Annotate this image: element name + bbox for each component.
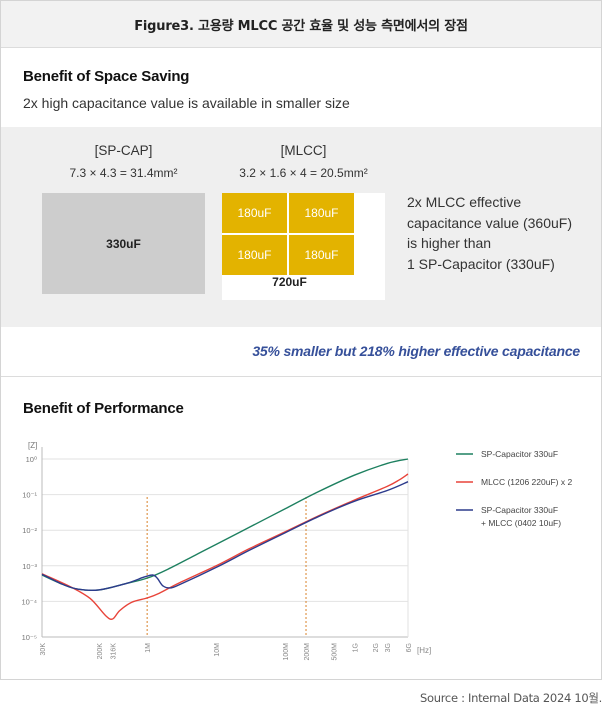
x-tick-label: 10M: [214, 643, 221, 657]
figure-frame: Figure3. 고용량 MLCC 공간 효율 및 성능 측면에서의 장점 Be…: [0, 0, 602, 680]
series-line-2: [41, 481, 409, 592]
impedance-chart: 10⁰ 10⁻¹ 10⁻² 10⁻³ 10⁻⁴ 10⁻⁵ [Z] 30K 200K 316K 1M 1…: [21, 441, 572, 661]
sp-cap-dimensions: 7.3 × 4.3 = 31.4mm²: [69, 166, 178, 180]
space-saving-subtitle: 2x high capacitance value is available i…: [23, 95, 350, 111]
space-saving-title: Benefit of Space Saving: [23, 68, 190, 85]
legend-label: MLCC (1206 220uF) x 2: [481, 477, 572, 487]
description-line: 2x MLCC effective: [407, 194, 522, 210]
x-axis-unit: [Hz]: [417, 646, 431, 655]
mlcc-block: 180uF 180uF 180uF 180uF 720uF: [222, 193, 385, 300]
x-tick-label: 100M: [283, 643, 290, 661]
figure-title: Figure3. 고용량 MLCC 공간 효율 및 성능 측면에서의 장점: [134, 18, 468, 34]
x-tick-label: 3G: [385, 643, 392, 652]
x-tick-label: 6G: [406, 643, 413, 652]
sp-cap-block: 330uF: [42, 193, 205, 294]
series-line-1: [41, 473, 409, 620]
description-line: capacitance value (360uF): [407, 214, 572, 231]
performance-title: Benefit of Performance: [23, 400, 184, 417]
mlcc-cell: 180uF: [289, 235, 354, 275]
x-tick-label: 1M: [145, 643, 152, 653]
series-line-0: [41, 458, 409, 592]
x-tick-label: 1G: [352, 643, 359, 652]
y-tick-label: 10⁻²: [22, 526, 37, 535]
y-tick-label: 10⁻⁴: [21, 597, 37, 606]
source-note: Source : Internal Data 2024 10월.: [420, 691, 602, 705]
figure-header: Figure3. 고용량 MLCC 공간 효율 및 성능 측면에서의 장점: [1, 1, 601, 48]
y-tick-label: 10⁻¹: [22, 491, 37, 500]
description-line: is higher than: [407, 235, 492, 251]
mlcc-label: [MLCC]: [280, 143, 327, 158]
mlcc-cell: 180uF: [222, 193, 287, 233]
x-tick-label: 30K: [40, 643, 47, 656]
x-tick-label: 2G: [373, 643, 380, 652]
mlcc-cell: 180uF: [222, 235, 287, 275]
y-axis-unit: [Z]: [28, 441, 37, 450]
highlight-text: 35% smaller but 218% higher effective ca…: [252, 343, 580, 359]
x-tick-label: 316K: [111, 643, 118, 660]
mlcc-cell: 180uF: [289, 193, 354, 233]
legend-label: SP-Capacitor 330uF: [481, 505, 558, 515]
x-tick-label: 200K: [97, 643, 104, 660]
y-tick-label: 10⁰: [26, 455, 37, 464]
highlight-banner: 35% smaller but 218% higher effective ca…: [1, 327, 601, 377]
x-tick-label: 200M: [304, 643, 311, 661]
sp-cap-value: 330uF: [106, 236, 141, 251]
legend-label: + MLCC (0402 10uF): [481, 518, 561, 528]
mlcc-dimensions: 3.2 × 1.6 × 4 = 20.5mm²: [239, 166, 368, 180]
capacitor-comparison: [SP-CAP] 7.3 × 4.3 = 31.4mm² 330uF [MLCC…: [1, 127, 601, 327]
y-tick-label: 10⁻⁵: [22, 633, 37, 642]
mlcc-total: 720uF: [272, 275, 307, 289]
x-tick-label: 500M: [331, 643, 338, 661]
description-line: 1 SP-Capacitor (330uF): [407, 255, 555, 272]
sp-cap-label: [SP-CAP]: [94, 143, 153, 158]
mlcc-description: 2x MLCC effective capacitance value (360…: [407, 192, 597, 274]
y-tick-label: 10⁻³: [22, 562, 37, 571]
legend-label: SP-Capacitor 330uF: [481, 449, 558, 459]
